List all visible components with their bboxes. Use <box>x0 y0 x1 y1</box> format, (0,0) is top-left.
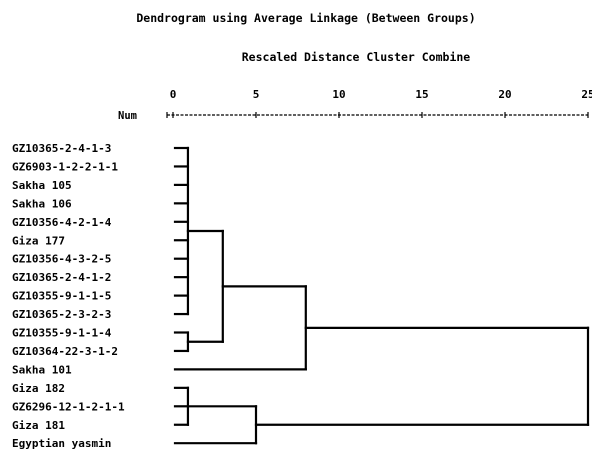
leaf-label: GZ10356-4-3-2-5 <box>12 253 111 266</box>
leaf-label: Sakha 101 <box>12 363 72 376</box>
leaf-label: GZ10364-22-3-1-2 <box>12 345 118 358</box>
tick-label: 25 <box>581 88 592 101</box>
leaf-label: Giza 177 <box>12 234 65 247</box>
chart-subtitle: Rescaled Distance Cluster Combine <box>241 50 471 64</box>
leaf-label: GZ6903-1-2-2-1-1 <box>12 160 118 173</box>
leaf-label: Sakha 106 <box>12 197 72 210</box>
leaf-label: Giza 181 <box>12 419 65 432</box>
leaf-label: GZ10365-2-4-1-2 <box>12 271 111 284</box>
leaf-label: GZ10355-9-1-1-4 <box>12 327 112 340</box>
tick-label: 0 <box>170 88 177 101</box>
tick-label: 10 <box>332 88 345 101</box>
leaf-label: GZ10365-2-4-1-3 <box>12 142 111 155</box>
leaf-label: Egyptian yasmin <box>12 437 111 450</box>
leaf-label: GZ6296-12-1-2-1-1 <box>12 400 125 413</box>
tick-label: 15 <box>415 88 428 101</box>
tick-label: 5 <box>253 88 260 101</box>
axis-label: Num <box>118 110 137 122</box>
leaf-label: Sakha 105 <box>12 179 72 192</box>
leaf-label: GZ10355-9-1-1-5 <box>12 290 111 303</box>
chart-title: Dendrogram using Average Linkage (Betwee… <box>136 11 476 25</box>
leaf-label: GZ10356-4-2-1-4 <box>12 216 112 229</box>
tick-label: 20 <box>498 88 511 101</box>
leaf-label: Giza 182 <box>12 382 65 395</box>
leaf-label: GZ10365-2-3-2-3 <box>12 308 111 321</box>
